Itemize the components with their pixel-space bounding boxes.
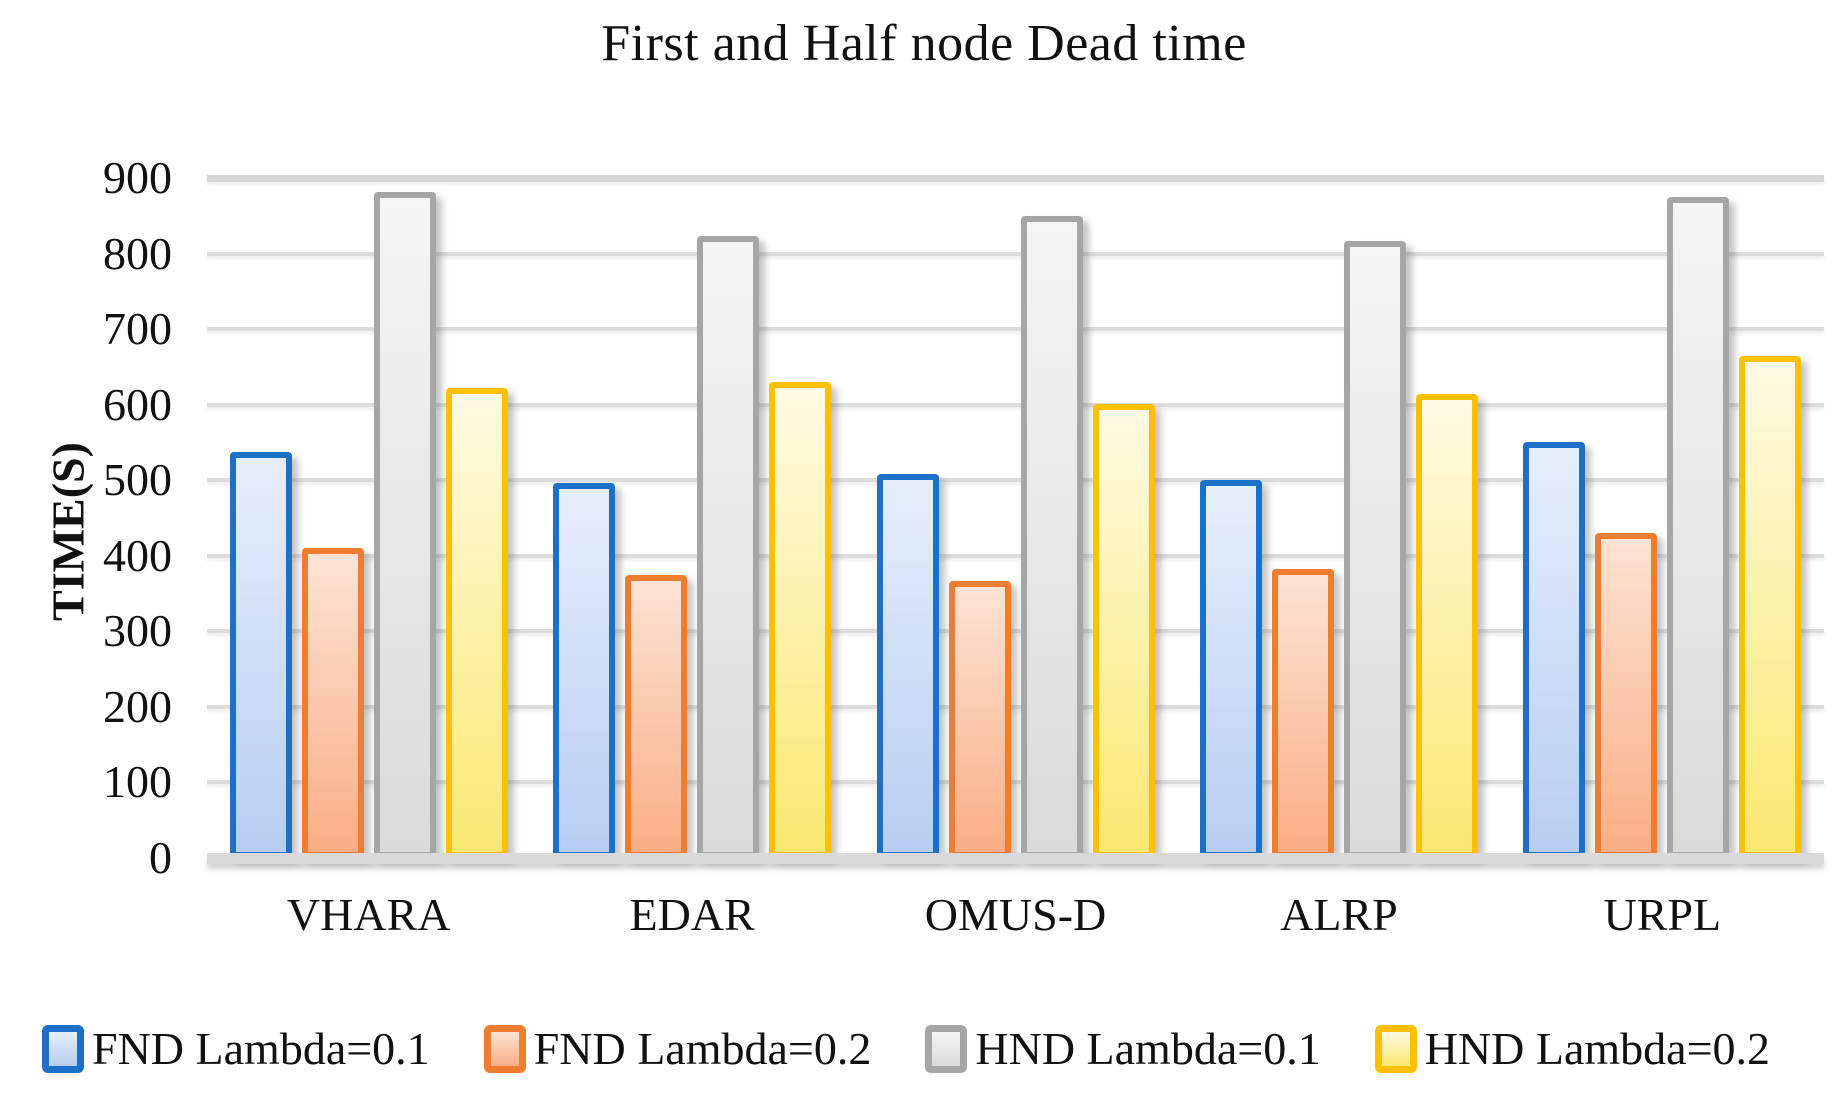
bar [1271, 568, 1334, 858]
bar [625, 575, 688, 858]
bar [769, 382, 832, 858]
x-category-label-EDAR: EDAR [629, 889, 755, 940]
bar [1199, 480, 1262, 858]
bar [1667, 196, 1730, 858]
y-tick-label-400: 400 [103, 529, 172, 581]
bar [948, 581, 1011, 858]
bar [1415, 394, 1478, 858]
bar [229, 451, 292, 858]
y-tick-label-0: 0 [149, 832, 172, 883]
legend-swatch-icon [483, 1024, 526, 1073]
legend-item: FND Lambda=0.2 [483, 1022, 872, 1075]
bar [1739, 355, 1802, 858]
y-tick-label-600: 600 [103, 378, 172, 430]
bar-group-EDAR [553, 236, 832, 858]
bar [373, 192, 436, 858]
y-tick-label-200: 200 [103, 680, 172, 732]
gridline-100 [207, 780, 1824, 785]
gridline-700 [207, 327, 1824, 332]
bar [1595, 533, 1658, 858]
x-category-label-OMUS-D: OMUS-D [924, 889, 1107, 940]
y-tick-label-900: 900 [103, 152, 172, 203]
gridline-300 [207, 629, 1824, 634]
gridline-600 [207, 402, 1824, 407]
bar-group-ALRP [1199, 241, 1478, 858]
bar [301, 548, 364, 858]
legend-label: HND Lambda=0.1 [975, 1023, 1321, 1074]
y-tick-label-500: 500 [103, 454, 172, 506]
chart-title: First and Half node Dead time [601, 15, 1247, 72]
x-category-label-URPL: URPL [1603, 889, 1722, 940]
bar [445, 388, 508, 858]
bar [1092, 403, 1155, 858]
bar-group-OMUS-D [876, 215, 1155, 858]
legend-item: HND Lambda=0.1 [925, 1022, 1321, 1075]
bar [1523, 441, 1586, 858]
bar [1020, 215, 1083, 858]
gridline-500 [207, 478, 1824, 483]
bar [876, 474, 939, 858]
x-category-label-ALRP: ALRP [1280, 889, 1398, 940]
x-category-label-VHARA: VHARA [286, 889, 451, 940]
legend-swatch-icon [42, 1024, 84, 1073]
gridline-800 [207, 251, 1824, 256]
bar-group-VHARA [229, 192, 508, 858]
legend-label: FND Lambda=0.1 [92, 1023, 430, 1074]
legend-label: FND Lambda=0.2 [533, 1023, 872, 1074]
bar [553, 483, 616, 858]
legend-swatch-icon [925, 1024, 968, 1073]
legend: FND Lambda=0.1 FND Lambda=0.2 HND Lambda=0… [42, 1022, 1770, 1075]
legend-swatch-icon [1374, 1024, 1417, 1073]
gridline-400 [207, 553, 1824, 558]
bar-group-URPL [1523, 196, 1802, 858]
y-tick-label-800: 800 [103, 227, 172, 279]
x-axis-line [207, 853, 1824, 864]
y-tick-label-700: 700 [103, 303, 172, 355]
y-tick-label-100: 100 [103, 756, 172, 808]
y-tick-label-300: 300 [103, 605, 172, 657]
bar [697, 236, 760, 858]
legend-label: HND Lambda=0.2 [1424, 1023, 1771, 1074]
gridline-900 [207, 174, 1824, 182]
legend-item: HND Lambda=0.2 [1374, 1022, 1771, 1075]
legend-item: FND Lambda=0.1 [42, 1022, 430, 1075]
bar [1343, 241, 1406, 858]
gridline-200 [207, 704, 1824, 709]
